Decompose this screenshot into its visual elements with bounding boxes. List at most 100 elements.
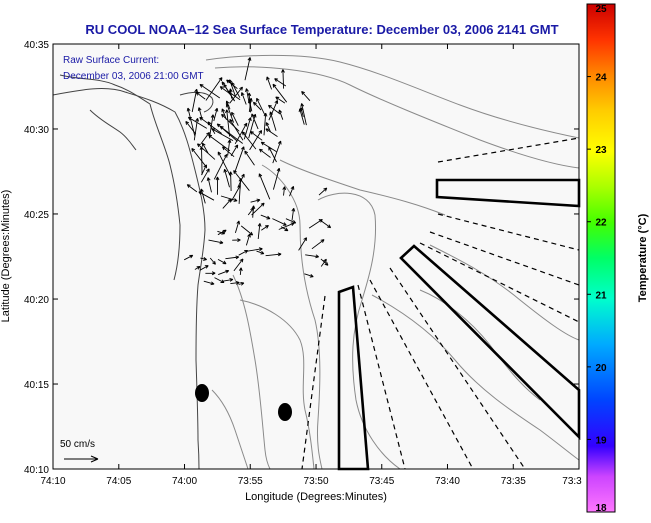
current-vector <box>291 207 296 221</box>
current-vector <box>275 96 286 104</box>
contour-line <box>232 274 271 470</box>
colorbar-tick-label: 22 <box>595 218 607 229</box>
current-vector <box>268 146 277 163</box>
radial-line <box>389 267 526 470</box>
current-vector <box>208 239 224 245</box>
contour-line <box>419 289 541 401</box>
current-vector <box>196 143 216 160</box>
current-vector <box>244 57 252 81</box>
current-vector <box>238 281 245 286</box>
current-vector <box>247 207 255 216</box>
current-vector <box>216 123 238 142</box>
current-vector <box>213 107 219 122</box>
current-vector <box>256 97 266 115</box>
current-vector <box>233 258 244 272</box>
current-vector <box>257 223 262 240</box>
scale-label: 50 cm/s <box>60 439 95 450</box>
current-vector <box>246 247 263 252</box>
current-vector <box>311 239 325 250</box>
current-vector <box>213 153 228 180</box>
current-vector <box>265 122 271 132</box>
current-vector <box>251 202 265 216</box>
y-tick-label: 40:25 <box>24 210 49 221</box>
contour-line <box>279 159 446 216</box>
current-vector <box>268 104 281 115</box>
colorbar-tick-label: 23 <box>595 145 607 156</box>
current-vector <box>183 254 194 261</box>
current-vector <box>300 103 307 126</box>
station-marker-east <box>278 403 292 421</box>
current-vector <box>223 168 230 188</box>
contour-line <box>371 294 580 461</box>
current-vector <box>200 168 210 183</box>
current-vector <box>200 132 210 145</box>
current-vector <box>199 83 221 99</box>
current-vector <box>230 144 239 157</box>
current-vector <box>200 257 207 261</box>
coast-line-creek <box>89 109 137 151</box>
current-vector <box>263 112 268 136</box>
x-tick-label: 73:45 <box>369 476 394 487</box>
current-vector <box>206 177 212 193</box>
radial-line <box>437 213 580 251</box>
current-vector <box>205 77 223 101</box>
x-tick-label: 73:35 <box>501 476 526 487</box>
current-vector <box>282 186 287 196</box>
x-tick-label: 73:3 <box>562 476 582 487</box>
colorbar-tick-label: 20 <box>595 363 607 374</box>
current-vector <box>280 226 289 232</box>
current-vector <box>217 151 232 177</box>
colorbar-tick-label: 24 <box>595 73 607 84</box>
current-vector <box>265 252 282 257</box>
current-vector <box>218 269 230 276</box>
current-vector <box>241 131 257 150</box>
contour-line <box>205 54 580 139</box>
x-tick-label: 74:05 <box>106 476 131 487</box>
current-vector <box>260 141 277 152</box>
scale-arrow <box>64 455 99 463</box>
current-vector <box>198 191 215 201</box>
current-vector <box>209 257 216 265</box>
y-axis-label: Latitude (Degrees:Minutes) <box>0 190 12 323</box>
current-vector <box>289 185 295 197</box>
current-vector <box>318 187 328 196</box>
current-vector <box>272 218 287 226</box>
radial-line <box>419 242 580 323</box>
current-vector <box>234 220 241 234</box>
current-vector <box>195 91 206 100</box>
y-tick-label: 40:15 <box>24 380 49 391</box>
station-marker-west <box>195 384 209 402</box>
colorbar-tick-label: 25 <box>595 4 607 15</box>
current-vector <box>230 280 240 285</box>
current-vector <box>278 109 284 120</box>
coast-line-inner <box>59 74 151 105</box>
current-vector <box>225 100 231 110</box>
current-vector <box>234 122 248 145</box>
current-vector <box>238 249 249 256</box>
current-vector <box>252 101 262 111</box>
current-vector <box>259 148 271 158</box>
current-vector <box>238 267 243 275</box>
current-vector <box>238 178 243 204</box>
current-vector <box>203 280 215 286</box>
current-vector <box>274 78 287 87</box>
current-vector <box>222 198 232 209</box>
current-vector <box>214 277 225 284</box>
contour-line <box>214 66 580 169</box>
y-tick-label: 40:10 <box>24 465 49 476</box>
current-vector <box>194 266 201 270</box>
current-vector <box>250 198 261 203</box>
current-vector <box>301 90 311 101</box>
current-vector <box>231 111 239 126</box>
x-tick-label: 73:40 <box>435 476 460 487</box>
x-tick-label: 74:00 <box>172 476 197 487</box>
current-vector <box>245 233 251 246</box>
current-vector <box>305 254 319 259</box>
current-vector <box>251 113 259 130</box>
current-vector <box>240 92 247 105</box>
current-vector <box>268 100 279 121</box>
current-vector <box>232 238 241 242</box>
coastline <box>52 74 214 470</box>
contour-line <box>211 389 249 470</box>
